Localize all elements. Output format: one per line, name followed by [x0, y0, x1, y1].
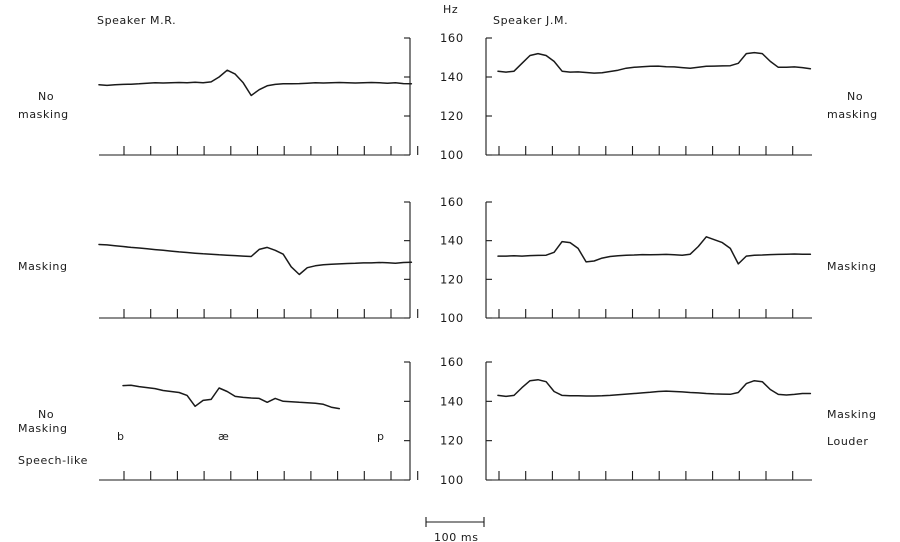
condition-label: No — [38, 408, 54, 421]
phoneme-label: p — [377, 430, 385, 443]
y-tick-label: 120 — [440, 272, 464, 286]
f0-contour-mr-no-masking — [98, 69, 413, 97]
y-tick-label: 140 — [440, 394, 464, 408]
scale-bar-label: 100 ms — [434, 531, 479, 542]
y-tick-label: 100 — [440, 148, 464, 162]
phoneme-label: b — [117, 430, 125, 443]
y-tick-label: 160 — [440, 355, 464, 369]
y-tick-label: 160 — [440, 31, 464, 45]
condition-label: Masking — [827, 408, 877, 421]
y-tick-label: 120 — [440, 434, 464, 448]
condition-label: Masking — [827, 260, 877, 273]
y-tick-label: 100 — [440, 311, 464, 325]
f0-contour-mr-masking — [98, 243, 413, 276]
panel-jm-masking-louder: 100 120 140 160 Masking Louder — [440, 355, 877, 487]
scale-bar: 100 ms — [425, 517, 485, 542]
panels-group: Nomasking100120140160NomaskingMasking100… — [18, 31, 878, 487]
condition-label: Masking — [18, 422, 68, 435]
condition-label: Louder — [827, 435, 869, 448]
panel-jm-masking: 100 120 140 160 Masking — [440, 195, 877, 325]
f0-contour-mr-speech-like — [122, 384, 341, 410]
condition-label: masking — [18, 108, 69, 121]
y-tick-label: 140 — [440, 234, 464, 248]
panel-jm-no-masking: 100 120 140 160 No masking — [440, 31, 878, 162]
panel-mr-no-masking: No masking — [18, 37, 419, 156]
y-tick-label: 100 — [440, 473, 464, 487]
y-tick-label: 140 — [440, 70, 464, 84]
phoneme-label: æ — [218, 430, 229, 443]
speaker-mr-title: Speaker M.R. — [97, 14, 176, 27]
y-tick-label: 120 — [440, 109, 464, 123]
f0-contour-jm-masking-louder — [497, 378, 812, 398]
condition-extra-label: Speech-like — [18, 454, 88, 467]
f0-contour-jm-masking — [497, 236, 812, 265]
f0-contour-jm-no-masking — [497, 51, 812, 74]
condition-label: Masking — [18, 260, 68, 273]
condition-label: masking — [827, 108, 878, 121]
y-tick-label: 160 — [440, 195, 464, 209]
panel-mr-masking: Masking — [18, 201, 419, 319]
speaker-jm-title: Speaker J.M. — [493, 14, 568, 27]
y-unit-label: Hz — [443, 3, 458, 16]
condition-label: No — [847, 90, 863, 103]
condition-label: No — [38, 90, 54, 103]
